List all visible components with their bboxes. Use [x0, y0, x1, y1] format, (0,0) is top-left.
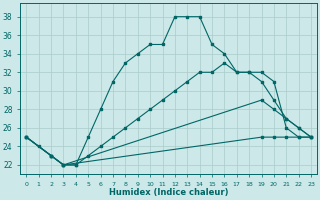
X-axis label: Humidex (Indice chaleur): Humidex (Indice chaleur)	[109, 188, 228, 197]
